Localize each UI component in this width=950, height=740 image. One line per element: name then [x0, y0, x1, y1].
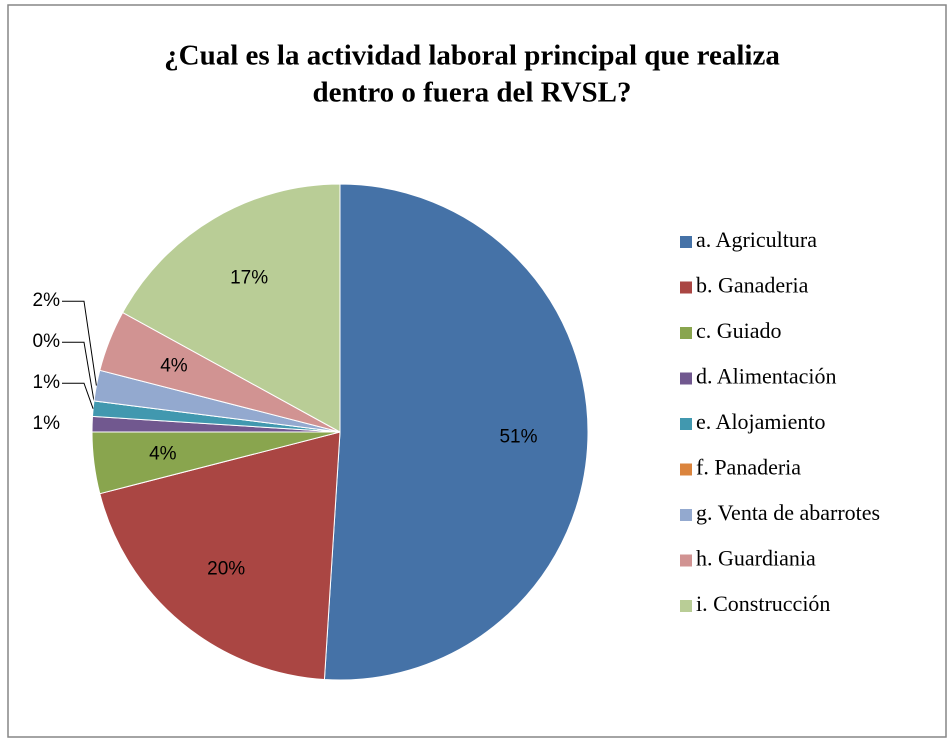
pie-slice — [323, 183, 589, 681]
data-label: 51% — [499, 427, 537, 448]
data-label: 1% — [33, 413, 61, 434]
data-label: 4% — [149, 443, 177, 464]
data-label: 0% — [33, 331, 61, 352]
legend-swatch — [680, 509, 692, 521]
chart-title: dentro o fuera del RVSL? — [312, 77, 631, 109]
legend-label: g. Venta de abarrotes — [696, 500, 880, 525]
legend-label: h. Guardiania — [696, 546, 816, 571]
legend-swatch — [680, 554, 692, 567]
data-label: 4% — [160, 355, 188, 376]
leader-line — [62, 382, 94, 409]
legend-label: e. Alojamiento — [696, 409, 826, 434]
legend-swatch — [680, 236, 692, 248]
pie-slice — [121, 183, 341, 433]
legend-swatch — [680, 372, 692, 385]
leader-line — [62, 341, 95, 402]
data-label: 1% — [33, 372, 61, 393]
legend-swatch — [680, 418, 692, 430]
legend-label: f. Panaderia — [696, 455, 801, 480]
legend-label: d. Alimentación — [696, 364, 837, 389]
legend-label: i. Construcción — [696, 591, 830, 616]
legend-swatch — [680, 600, 692, 612]
data-label: 20% — [207, 559, 245, 580]
legend-swatch — [680, 281, 692, 294]
data-label: 2% — [33, 290, 61, 311]
legend-swatch — [680, 327, 692, 339]
legend-label: c. Guiado — [696, 318, 782, 343]
data-label: 17% — [230, 267, 268, 288]
legend-label: a. Agricultura — [696, 227, 817, 252]
legend-swatch — [680, 463, 692, 476]
legend-label: b. Ganaderia — [696, 273, 809, 298]
pie-slice — [99, 431, 341, 681]
leader-line — [62, 300, 97, 386]
chart-title: ¿Cual es la actividad laboral principal … — [164, 40, 780, 72]
